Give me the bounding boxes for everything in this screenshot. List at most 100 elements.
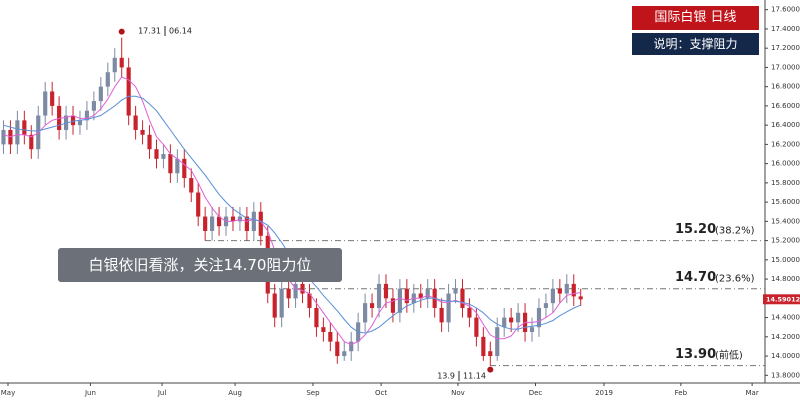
peak-value: 17.31 <box>138 27 161 36</box>
candle-body <box>216 216 222 227</box>
candle-body <box>557 288 562 294</box>
y-tick-label: 15.60000 <box>771 198 800 206</box>
chart-title: 国际白银 日线 <box>632 6 759 30</box>
x-tick-label: Feb <box>675 389 688 397</box>
x-tick-label: Aug <box>228 389 242 397</box>
candle-body <box>467 307 472 318</box>
y-tick-label: 16.80000 <box>771 83 800 91</box>
candle-body <box>460 288 465 308</box>
x-tick-label: Sep <box>306 389 320 397</box>
y-tick-label: 16.60000 <box>771 102 800 110</box>
y-tick-label: 17.40000 <box>771 25 800 33</box>
y-tick-label: 16.20000 <box>771 140 800 148</box>
candle-body <box>376 283 382 308</box>
level-label: 14.70 <box>675 270 716 285</box>
candle-body <box>474 317 479 337</box>
candle-body <box>425 288 430 299</box>
y-tick-label: 17.20000 <box>771 44 800 52</box>
candle-body <box>349 341 354 352</box>
candle-body <box>390 298 396 313</box>
candle-body <box>112 57 117 73</box>
y-tick-label: 15.40000 <box>771 217 800 225</box>
y-tick-label: 15.20000 <box>771 237 800 245</box>
candle-body <box>244 216 249 231</box>
peak-marker <box>118 28 125 35</box>
candle-body <box>154 149 159 159</box>
candle-body <box>251 211 256 231</box>
y-tick-label: 14.00000 <box>771 352 800 360</box>
level-note: (38.2%) <box>715 226 755 237</box>
y-tick-label: 14.80000 <box>771 275 800 283</box>
candle-body <box>161 154 166 159</box>
candle-body <box>98 86 103 102</box>
candle-body <box>543 303 549 308</box>
candle-body <box>571 283 576 297</box>
candle-body <box>536 307 542 328</box>
candle-body <box>314 307 319 328</box>
candle-body <box>321 327 326 333</box>
candle-body <box>182 158 187 179</box>
candle-body <box>509 317 514 323</box>
candle-body <box>84 110 90 121</box>
candle-body <box>70 115 76 126</box>
y-tick-label: 17.00000 <box>771 63 800 71</box>
candle-body <box>529 327 535 333</box>
trough-marker <box>487 366 494 373</box>
candle-body <box>502 317 507 328</box>
candle-body <box>203 216 208 231</box>
x-tick-label: Nov <box>451 389 465 397</box>
candle-body <box>363 303 368 323</box>
candle-body <box>22 120 27 135</box>
candle-body <box>140 129 145 135</box>
y-tick-label: 16.00000 <box>771 160 800 168</box>
candle-body <box>29 134 34 150</box>
candle-body <box>43 91 48 116</box>
y-tick-label: 13.80000 <box>771 371 800 379</box>
candle-body <box>1 129 6 145</box>
candle-body <box>418 293 423 299</box>
candle-body <box>293 283 298 299</box>
candle-body <box>272 293 277 318</box>
last-price-label: 14.59012 <box>766 295 800 303</box>
candle-body <box>342 351 347 357</box>
y-tick-label: 16.40000 <box>771 121 800 129</box>
chart-subtitle: 说明：支撑阻力 <box>632 33 759 55</box>
moving-average <box>3 95 581 334</box>
candle-body <box>335 341 340 357</box>
candle-body <box>578 296 583 300</box>
candle-body <box>439 307 444 323</box>
x-tick-label: Dec <box>529 389 543 397</box>
candle-body <box>147 134 152 150</box>
trough-date: 11.14 <box>463 372 486 381</box>
candle-body <box>175 158 180 174</box>
level-note: (23.6%) <box>715 274 755 285</box>
level-label: 13.90 <box>675 347 716 362</box>
banner: 白银依旧看涨，关注14.70阻力位 <box>58 248 342 282</box>
y-tick-label: 15.80000 <box>771 179 800 187</box>
x-tick-label: 2019 <box>595 389 613 397</box>
candle-body <box>516 312 521 323</box>
level-note: (前低) <box>715 349 743 362</box>
level-label: 15.20 <box>675 222 716 237</box>
x-tick-label: Jun <box>84 389 96 397</box>
candle-body <box>279 288 284 318</box>
candle-body <box>564 283 569 294</box>
candle-body <box>15 120 20 145</box>
x-tick-label: Mar <box>746 389 759 397</box>
candle-body <box>383 283 389 299</box>
candle-body <box>488 351 493 357</box>
x-tick-label: May <box>1 389 15 397</box>
candle-body <box>481 336 486 357</box>
candle-body <box>168 154 173 174</box>
candle-body <box>119 57 124 68</box>
candle-body <box>328 332 333 342</box>
x-tick-label: Jul <box>157 389 167 397</box>
candle-body <box>404 288 409 304</box>
candle-body <box>369 303 375 308</box>
candle-body <box>196 192 201 217</box>
candle-body <box>126 67 131 116</box>
candle-body <box>105 72 110 87</box>
moving-average <box>3 76 581 346</box>
